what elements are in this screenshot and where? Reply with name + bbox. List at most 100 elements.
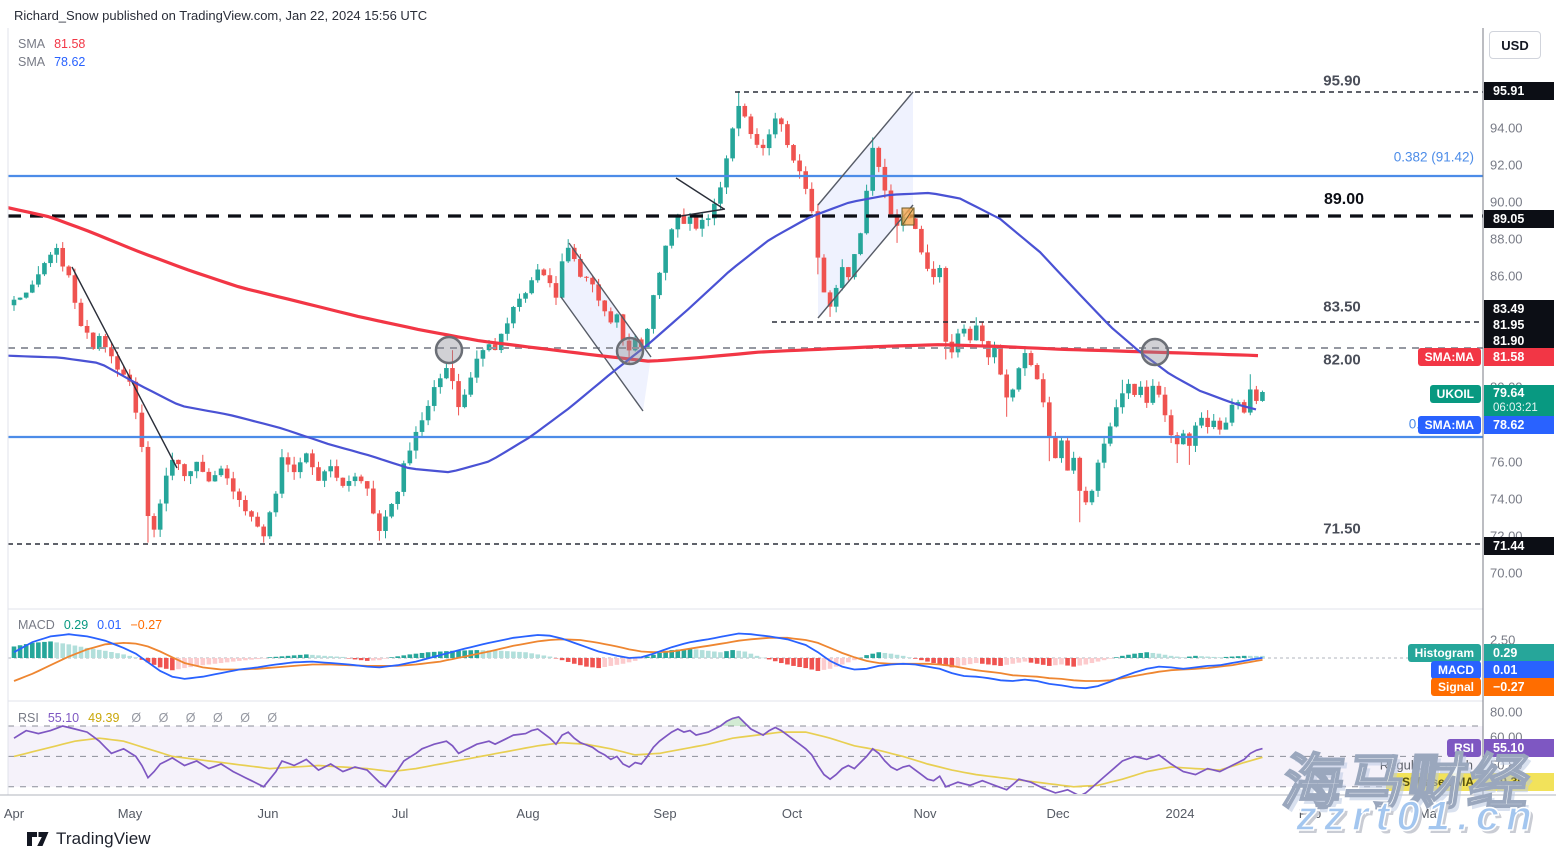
candle-body <box>675 214 681 230</box>
time-label[interactable]: Sep <box>653 806 677 821</box>
time-label[interactable]: Jun <box>257 806 279 821</box>
macd-histogram-bar <box>1235 656 1241 658</box>
candle-body <box>876 147 882 167</box>
candle-body <box>42 263 47 275</box>
candle-body <box>310 453 315 468</box>
macd-histogram-bar <box>371 658 376 661</box>
macd-histogram-bar <box>297 654 303 658</box>
trendline[interactable] <box>71 266 178 469</box>
macd-histogram-bar <box>1101 658 1107 661</box>
macd-histogram-bar <box>687 648 693 658</box>
macd-histogram-bar <box>109 652 114 658</box>
price-line-badge: 89.05 <box>1484 210 1554 228</box>
candle-body <box>547 275 553 284</box>
macd-histogram-bar <box>1089 658 1095 664</box>
time-label[interactable]: Nov <box>913 806 937 821</box>
candle-body <box>413 431 419 451</box>
legend-rsi[interactable]: RSI 55.10 49.39 Ø Ø Ø Ø Ø Ø <box>18 711 284 725</box>
macd-histogram-bar <box>675 649 681 658</box>
legend-sma-blue[interactable]: SMA 78.62 <box>18 55 85 69</box>
macd-histogram-bar <box>730 650 735 658</box>
price-level-label: 83.50 <box>1323 298 1361 316</box>
legend-macd[interactable]: MACD 0.29 0.01 −0.27 <box>18 618 162 632</box>
channel-edge[interactable] <box>560 296 644 412</box>
candle-body <box>535 269 541 281</box>
channel-edge[interactable] <box>817 91 914 206</box>
macd-histogram-bar <box>1241 655 1247 658</box>
macd-histogram-bar <box>1047 658 1052 666</box>
macd-histogram-bar <box>864 655 869 658</box>
sma-red-line[interactable] <box>8 206 1259 363</box>
candle-body <box>340 477 346 486</box>
macd-histogram-bar <box>858 657 863 659</box>
candle-body <box>431 387 437 406</box>
legend-sma-red[interactable]: SMA 81.58 <box>18 37 85 51</box>
sma-blue-label: SMA <box>18 55 46 69</box>
candle-body <box>705 218 711 220</box>
macd-histogram-bar <box>590 658 595 668</box>
candle-body <box>517 298 522 307</box>
time-label[interactable]: 2024 <box>1165 806 1195 821</box>
macd-histogram-bar <box>103 650 108 658</box>
candle-body <box>267 512 273 537</box>
time-label[interactable]: Oct <box>781 806 803 821</box>
candle-body <box>1065 440 1070 471</box>
time-label[interactable]: Mar <box>1418 806 1442 821</box>
time-label[interactable]: Dec <box>1046 806 1070 821</box>
macd-histogram-bar <box>925 658 930 662</box>
channel-edge[interactable] <box>568 242 652 358</box>
macd-histogram-bar <box>699 650 705 658</box>
candle-body <box>151 516 157 530</box>
rsi-axis-tag: RSI-based MA <box>1386 773 1481 791</box>
rsi-pane[interactable] <box>8 715 1483 796</box>
macd-histogram-bar <box>444 651 449 658</box>
macd-histogram-bar <box>620 658 626 664</box>
candle-body <box>1095 462 1101 491</box>
time-label[interactable]: Jul <box>391 806 409 821</box>
candle-body <box>84 325 90 333</box>
candle-body <box>334 466 340 478</box>
price-line-badge: 95.91 <box>1484 82 1554 100</box>
candle-body <box>663 245 668 273</box>
macd-pane[interactable] <box>8 632 1483 690</box>
tradingview-logo[interactable]: TradingView <box>26 829 151 849</box>
channel-edge[interactable] <box>817 204 914 319</box>
ellipse-marker[interactable] <box>615 336 645 366</box>
macd-histogram-bar <box>517 651 522 658</box>
price-tick: 86.00 <box>1490 268 1523 284</box>
candle-body <box>736 105 742 129</box>
macd-histogram-bar <box>1053 658 1058 666</box>
candle-body <box>279 457 285 494</box>
macd-histogram-bar <box>1223 656 1229 658</box>
candle-body <box>1113 407 1119 427</box>
currency-button[interactable]: USD <box>1489 31 1541 59</box>
macd-histogram-bar <box>961 658 967 666</box>
candle-body <box>925 252 930 269</box>
candle-body <box>304 453 309 463</box>
time-label[interactable]: Aug <box>516 806 540 821</box>
trendline[interactable] <box>675 177 725 210</box>
macd-histogram-bar <box>1132 653 1137 658</box>
candle-body <box>145 446 151 517</box>
rsi-value: 55.10 <box>47 711 80 725</box>
macd-histogram-bar <box>1040 658 1046 665</box>
ellipse-marker[interactable] <box>434 335 464 365</box>
macd-histogram-bar <box>188 658 193 668</box>
macd-histogram-bar <box>596 658 601 669</box>
sma-blue-line[interactable] <box>8 191 1257 474</box>
ellipse-marker[interactable] <box>1140 337 1170 367</box>
trendline[interactable] <box>680 208 726 217</box>
time-label[interactable]: May <box>117 806 143 821</box>
candle-body <box>754 134 760 145</box>
macd-histogram-bar <box>23 644 29 658</box>
candle-body <box>894 214 900 226</box>
time-label[interactable]: Feb <box>1298 806 1322 821</box>
macd-histogram-bar <box>358 658 364 661</box>
candle-body <box>1223 422 1229 430</box>
macd-histogram-bar <box>1144 652 1150 658</box>
candle-body <box>590 277 595 285</box>
macd-histogram-bar <box>1211 656 1217 658</box>
time-label[interactable]: Apr <box>3 806 25 821</box>
price-pane[interactable] <box>8 91 1483 545</box>
